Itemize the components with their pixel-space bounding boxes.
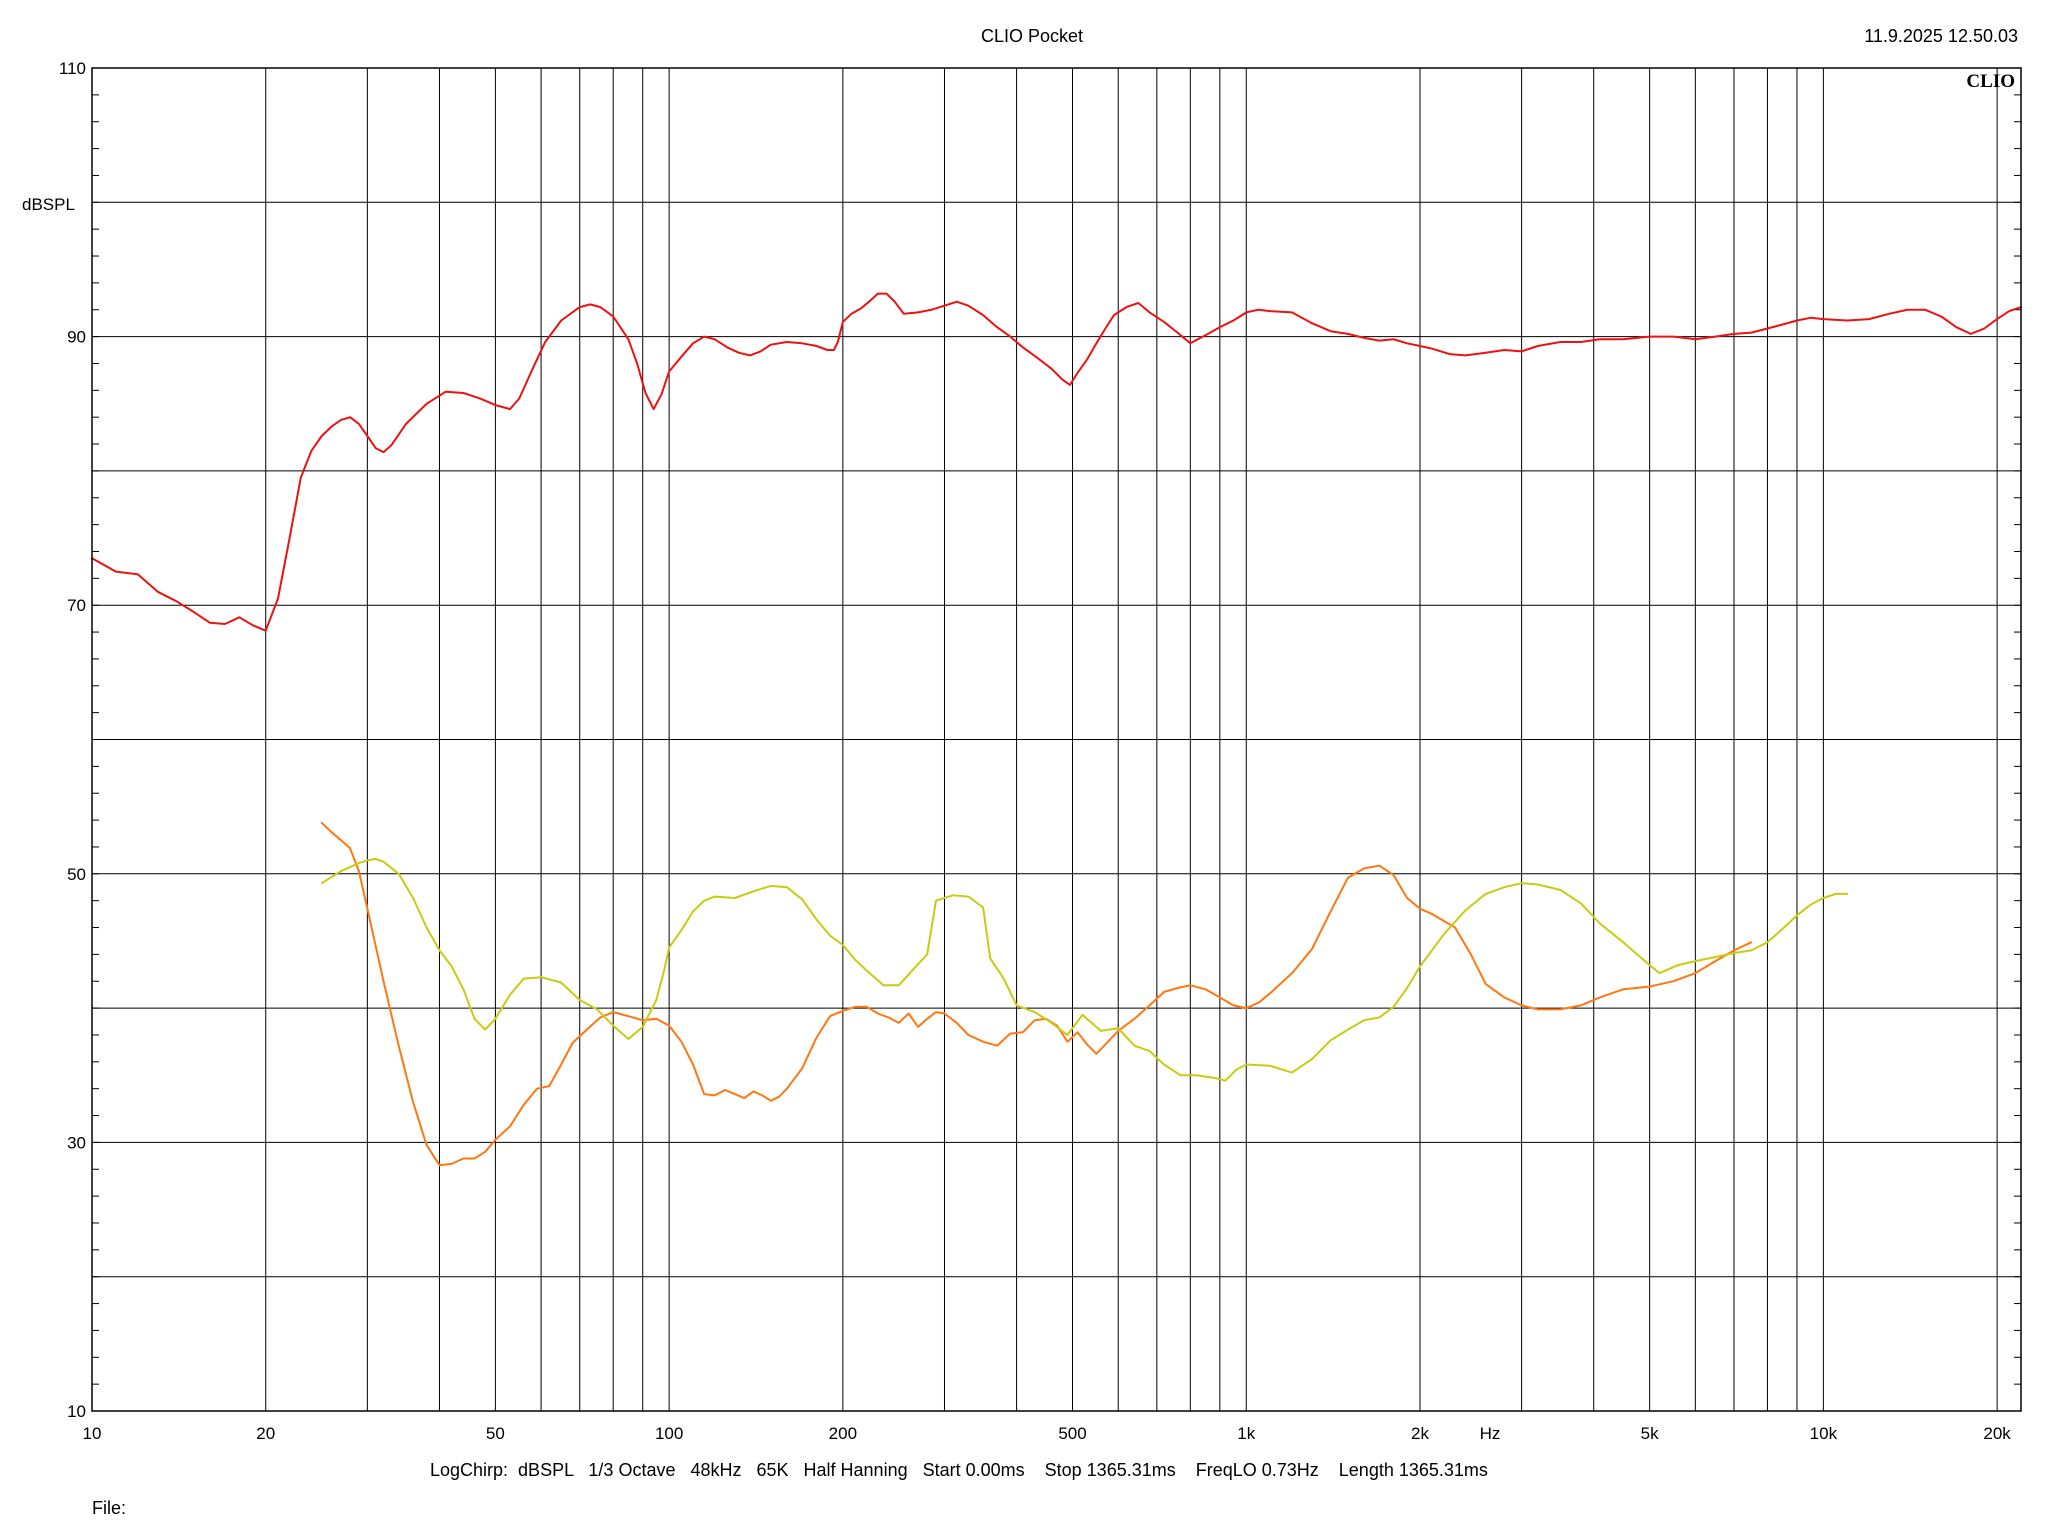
x-axis-ticks: 10 20 50 100 200 500 1k 2k 5k 10k 20k (83, 1424, 2012, 1443)
y-tick-label: 30 (67, 1133, 86, 1152)
file-label: File: (92, 1498, 126, 1518)
plot-frame (91, 67, 2022, 1412)
x-tick-label: 10k (1810, 1424, 1838, 1443)
series-line-1 (91, 292, 2022, 632)
major-grid (92, 67, 2021, 1412)
timestamp: 11.9.2025 12.50.03 (1864, 26, 2018, 46)
x-tick-label: 10 (83, 1424, 102, 1443)
x-tick-label: 100 (655, 1424, 683, 1443)
y-tick-label: 50 (67, 865, 86, 884)
x-tick-label: 20 (256, 1424, 275, 1443)
y-tick-label: 110 (59, 59, 86, 78)
y-axis-ticks: 110 90 70 50 30 10 (59, 59, 86, 1421)
x-tick-label: 200 (829, 1424, 857, 1443)
x-tick-label: 1k (1237, 1424, 1255, 1443)
y-tick-label: 90 (67, 328, 86, 347)
measurement-settings: LogChirp: dBSPL 1/3 Octave 48kHz 65K Hal… (430, 1460, 1488, 1480)
y-axis-label: dBSPL (22, 195, 75, 214)
y-tick-label: 10 (67, 1402, 86, 1421)
x-tick-label: 2k (1411, 1424, 1429, 1443)
x-tick-label: 20k (1983, 1424, 2011, 1443)
series-line-2 (320, 821, 1753, 1167)
x-tick-label: 5k (1641, 1424, 1659, 1443)
x-axis-label: Hz (1480, 1424, 1501, 1443)
series-line-3 (320, 858, 1849, 1082)
y-tick-label: 70 (67, 596, 86, 615)
x-tick-label: 50 (486, 1424, 505, 1443)
x-tick-label: 500 (1058, 1424, 1086, 1443)
series-layer (91, 292, 2022, 1167)
clio-logo: CLIO (1966, 71, 2015, 92)
chart-title: CLIO Pocket (981, 26, 1083, 46)
